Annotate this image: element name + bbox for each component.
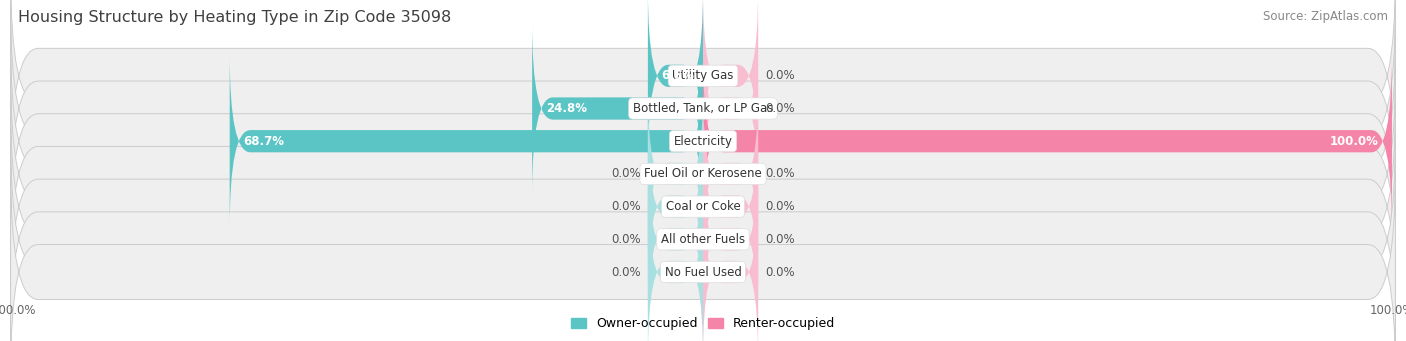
- Text: Housing Structure by Heating Type in Zip Code 35098: Housing Structure by Heating Type in Zip…: [18, 10, 451, 25]
- Text: 0.0%: 0.0%: [765, 233, 794, 246]
- FancyBboxPatch shape: [531, 21, 703, 195]
- FancyBboxPatch shape: [648, 0, 703, 163]
- Text: Electricity: Electricity: [673, 135, 733, 148]
- Text: 0.0%: 0.0%: [765, 69, 794, 82]
- FancyBboxPatch shape: [703, 0, 758, 163]
- FancyBboxPatch shape: [648, 87, 703, 261]
- Text: 0.0%: 0.0%: [765, 266, 794, 279]
- Text: 0.0%: 0.0%: [765, 102, 794, 115]
- Text: 0.0%: 0.0%: [612, 266, 641, 279]
- FancyBboxPatch shape: [11, 71, 1395, 277]
- Text: 6.5%: 6.5%: [662, 69, 695, 82]
- FancyBboxPatch shape: [703, 21, 758, 195]
- FancyBboxPatch shape: [648, 185, 703, 341]
- FancyBboxPatch shape: [11, 38, 1395, 244]
- Text: Fuel Oil or Kerosene: Fuel Oil or Kerosene: [644, 167, 762, 180]
- FancyBboxPatch shape: [648, 120, 703, 294]
- Text: 24.8%: 24.8%: [546, 102, 586, 115]
- FancyBboxPatch shape: [11, 0, 1395, 179]
- FancyBboxPatch shape: [11, 5, 1395, 212]
- Text: No Fuel Used: No Fuel Used: [665, 266, 741, 279]
- Text: 0.0%: 0.0%: [612, 167, 641, 180]
- Text: 0.0%: 0.0%: [765, 200, 794, 213]
- Text: 100.0%: 100.0%: [1329, 135, 1378, 148]
- Text: 0.0%: 0.0%: [765, 167, 794, 180]
- Text: Utility Gas: Utility Gas: [672, 69, 734, 82]
- FancyBboxPatch shape: [703, 87, 758, 261]
- FancyBboxPatch shape: [11, 169, 1395, 341]
- FancyBboxPatch shape: [703, 54, 1392, 228]
- Text: Coal or Coke: Coal or Coke: [665, 200, 741, 213]
- Text: All other Fuels: All other Fuels: [661, 233, 745, 246]
- FancyBboxPatch shape: [11, 103, 1395, 310]
- FancyBboxPatch shape: [229, 54, 703, 228]
- Text: 0.0%: 0.0%: [612, 233, 641, 246]
- Text: 68.7%: 68.7%: [243, 135, 284, 148]
- Text: Bottled, Tank, or LP Gas: Bottled, Tank, or LP Gas: [633, 102, 773, 115]
- Legend: Owner-occupied, Renter-occupied: Owner-occupied, Renter-occupied: [571, 317, 835, 330]
- FancyBboxPatch shape: [703, 185, 758, 341]
- FancyBboxPatch shape: [703, 152, 758, 326]
- FancyBboxPatch shape: [648, 152, 703, 326]
- FancyBboxPatch shape: [11, 136, 1395, 341]
- Text: Source: ZipAtlas.com: Source: ZipAtlas.com: [1263, 10, 1388, 23]
- Text: 0.0%: 0.0%: [612, 200, 641, 213]
- FancyBboxPatch shape: [703, 120, 758, 294]
